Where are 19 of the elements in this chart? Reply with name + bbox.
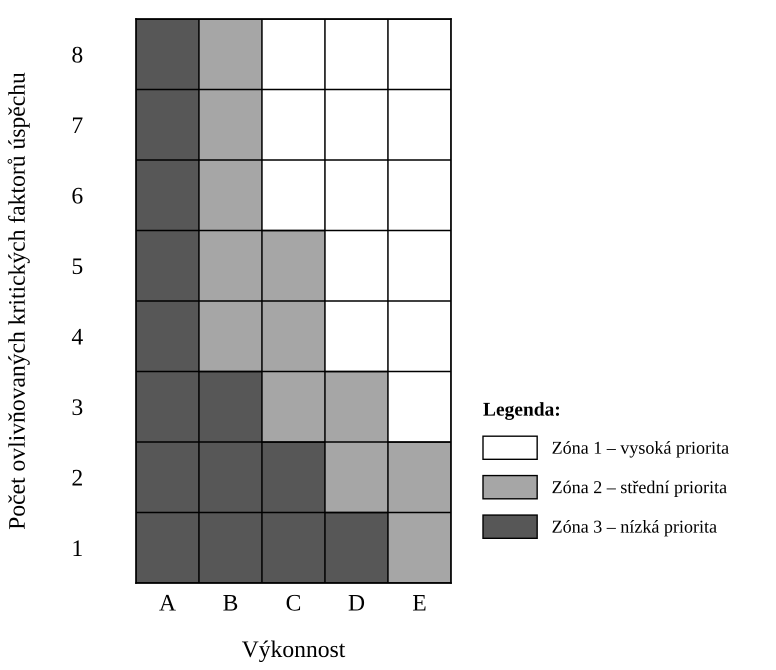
y-tick-label: 5 [72,258,82,274]
y-tick-label: 1 [73,540,82,556]
x-tick-label: B [223,595,238,611]
x-tick-label: D [348,595,364,611]
y-axis-title: Počet ovlivňovaných kritických faktorů úspěchu [8,72,30,530]
legend-title: Legenda: [483,402,560,420]
legend-label: Zóna 2 – střední priorita [552,480,727,497]
y-tick-label: 7 [72,117,83,133]
legend-label: Zóna 3 – nízká priorita [552,520,717,536]
y-tick-label: 6 [72,188,83,204]
y-tick-label: 4 [72,328,83,344]
x-tick-label: C [286,594,300,611]
y-tick-label: 3 [72,399,82,416]
y-tick-label: 2 [72,470,82,486]
x-tick-label: A [159,594,176,610]
y-tick-label: 8 [72,46,82,63]
x-tick-label: E [412,595,426,610]
legend-label: Zóna 1 – vysoká priorita [552,441,729,458]
x-axis-title: Výkonnost [242,640,346,662]
